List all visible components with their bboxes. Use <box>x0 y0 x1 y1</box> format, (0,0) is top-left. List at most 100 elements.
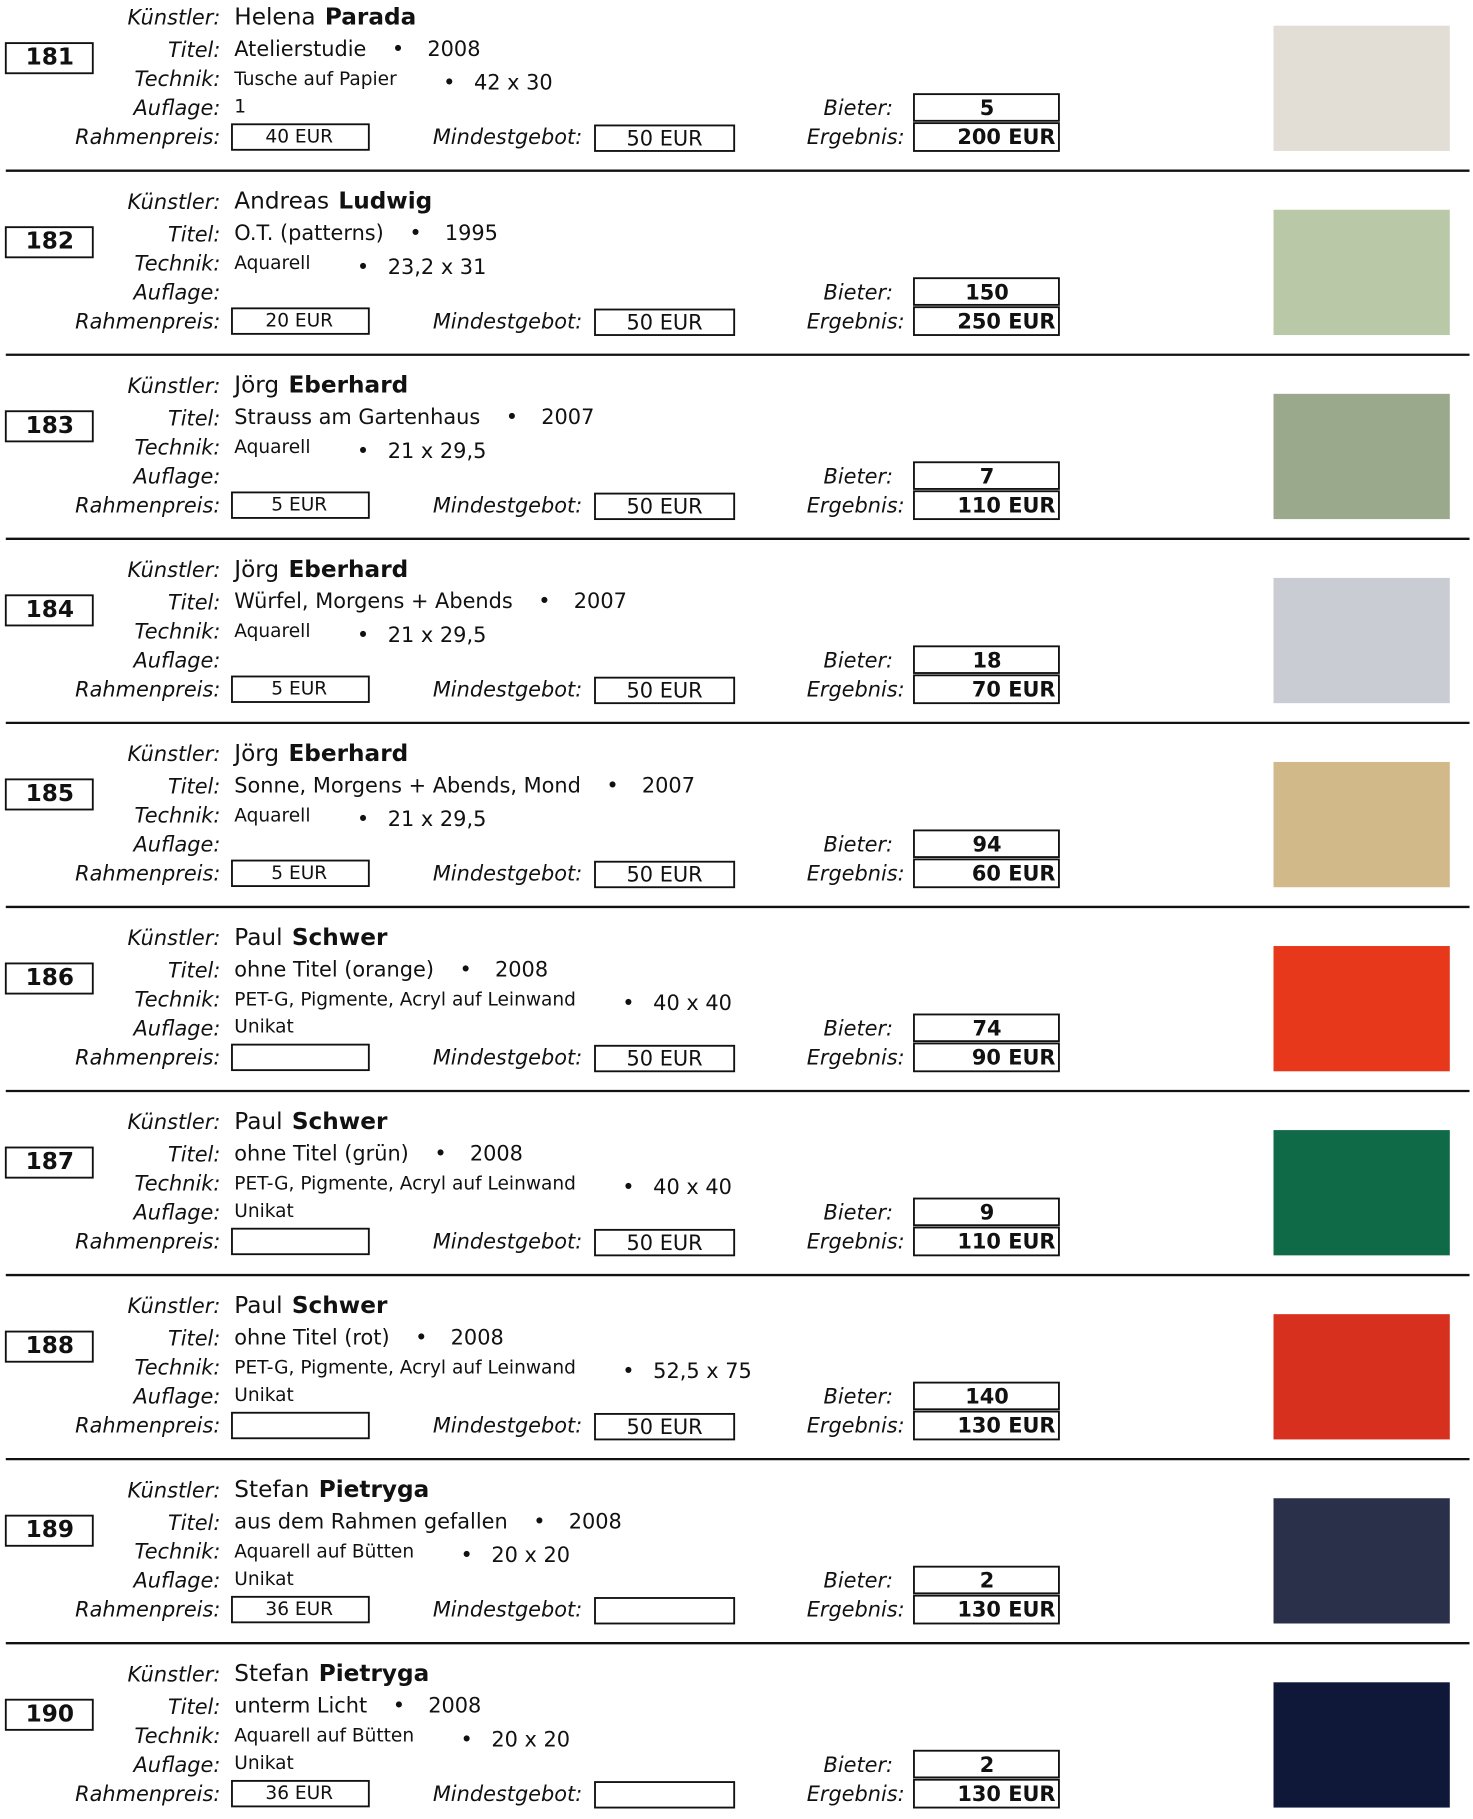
frame-price: 36 EUR <box>265 1599 333 1620</box>
lot-number: 185 <box>26 780 74 807</box>
minimum-bid: 50 EUR <box>627 494 703 518</box>
field-label: Mindestgebot: <box>433 309 582 333</box>
lot-number: 188 <box>26 1332 74 1359</box>
lot-number: 187 <box>26 1148 74 1175</box>
year: 2008 <box>569 1510 622 1534</box>
field-label: Künstler: <box>128 6 221 30</box>
result-box <box>913 122 1060 152</box>
size: 40 x 40 <box>653 1175 732 1199</box>
frame-box <box>231 859 370 887</box>
field-label: Titel: <box>168 774 220 798</box>
field-label: Auflage: <box>132 1753 221 1777</box>
technique: Aquarell <box>234 805 310 826</box>
technique-line: Aquarell auf Bütten <box>234 1541 414 1562</box>
field-label: Rahmenpreis: <box>75 1046 220 1070</box>
frame-box <box>231 307 370 335</box>
lot-box <box>4 42 94 75</box>
size: 20 x 20 <box>491 1543 570 1567</box>
minimum-bid: 50 EUR <box>627 1415 703 1439</box>
edition: Unikat <box>234 1753 294 1774</box>
artwork-image <box>1273 1130 1450 1256</box>
result: 90 EUR <box>972 1046 1056 1070</box>
result-box <box>913 1594 1060 1625</box>
size-line: • 40 x 40 <box>622 1175 732 1199</box>
field-label: Künstler: <box>128 742 221 766</box>
artist-first: Jörg <box>232 739 279 766</box>
title-line: Würfel, Morgens + Abends • 2007 <box>234 589 627 613</box>
technique-line: Aquarell auf Bütten <box>234 1725 414 1746</box>
bidder-box <box>913 1013 1060 1043</box>
field-label: Ergebnis: <box>807 1230 905 1254</box>
lot-box <box>4 226 94 259</box>
minimum-box <box>594 1412 736 1441</box>
field-label: Bieter: <box>824 1569 894 1593</box>
result-box <box>913 1410 1060 1441</box>
bullet: • <box>622 1359 634 1383</box>
minimum-box <box>594 1781 736 1809</box>
artwork-image <box>1273 1314 1450 1440</box>
bidder: 140 <box>965 1385 1009 1409</box>
item-row: 189 Künstler: Titel: Technik: Auflage: Rahmen… <box>4 1476 1470 1645</box>
artwork-image <box>1273 209 1450 336</box>
title: Atelierstudie <box>234 37 366 61</box>
minimum-bid: 50 EUR <box>627 310 703 334</box>
bullet: • <box>357 255 369 279</box>
field-label: Titel: <box>168 1327 220 1351</box>
year: 2007 <box>642 773 695 797</box>
item-row: 188 Künstler: Titel: Technik: Auflage: Rahmen… <box>4 1292 1470 1461</box>
bidder: 2 <box>980 1753 995 1777</box>
frame-price: 40 EUR <box>265 127 333 148</box>
size-line: • 20 x 20 <box>461 1727 571 1751</box>
artist: Jörg Eberhard <box>232 555 408 582</box>
result-box <box>913 490 1060 521</box>
title-line: Sonne, Morgens + Abends, Mond • 2007 <box>234 773 695 797</box>
title: Strauss am Gartenhaus <box>234 405 480 429</box>
minimum-bid: 50 EUR <box>627 863 703 887</box>
field-label: Künstler: <box>128 1478 221 1502</box>
field-label: Mindestgebot: <box>433 1414 582 1438</box>
technique-line: Aquarell <box>234 621 310 642</box>
field-label: Mindestgebot: <box>433 1782 582 1806</box>
field-label: Bieter: <box>824 1385 894 1409</box>
size-line: • 40 x 40 <box>622 991 732 1015</box>
field-label: Auflage: <box>132 1017 221 1041</box>
bullet: • <box>461 1727 473 1751</box>
lot-box <box>4 1514 94 1547</box>
field-label: Auflage: <box>132 1569 221 1593</box>
artist-last: Ludwig <box>338 187 432 214</box>
edition: Unikat <box>234 1569 294 1590</box>
size-line: • 52,5 x 75 <box>622 1359 751 1383</box>
bullet: • <box>533 1510 545 1534</box>
lot-box <box>4 962 94 995</box>
bidder: 18 <box>973 648 1002 672</box>
artist-first: Stefan <box>234 1660 309 1687</box>
field-label: Technik: <box>135 803 221 827</box>
field-label: Ergebnis: <box>807 125 905 149</box>
technique-line: PET-G, Pigmente, Acryl auf Leinwand <box>234 1357 576 1378</box>
bidder-box <box>913 829 1060 859</box>
frame-box <box>231 1043 370 1072</box>
field-label: Ergebnis: <box>807 1414 905 1438</box>
item-row: 184 Künstler: Titel: Technik: Auflage: Rahmen… <box>4 555 1470 725</box>
title-line: Atelierstudie • 2008 <box>234 37 480 61</box>
artist: Paul Schwer <box>234 1292 388 1319</box>
size-line: • 20 x 20 <box>461 1543 571 1567</box>
artist-last: Eberhard <box>288 371 408 398</box>
artist-last: Eberhard <box>288 739 408 766</box>
size-line: • 21 x 29,5 <box>357 439 486 463</box>
field-label: Titel: <box>168 1143 220 1167</box>
size: 42 x 30 <box>474 71 553 95</box>
bullet: • <box>393 1694 405 1718</box>
lot-box <box>4 1146 94 1179</box>
field-label: Auflage: <box>132 648 221 672</box>
artist-last: Pietryga <box>319 1660 430 1687</box>
size: 52,5 x 75 <box>653 1359 752 1383</box>
bidder: 94 <box>973 832 1002 856</box>
artwork-image <box>1273 25 1450 151</box>
frame-price: 20 EUR <box>265 311 333 332</box>
field-label: Auflage: <box>132 96 221 120</box>
artist: Helena Parada <box>234 3 416 30</box>
artist-first: Paul <box>234 1107 282 1134</box>
field-label: Rahmenpreis: <box>75 125 220 149</box>
minimum-box <box>594 1044 736 1073</box>
